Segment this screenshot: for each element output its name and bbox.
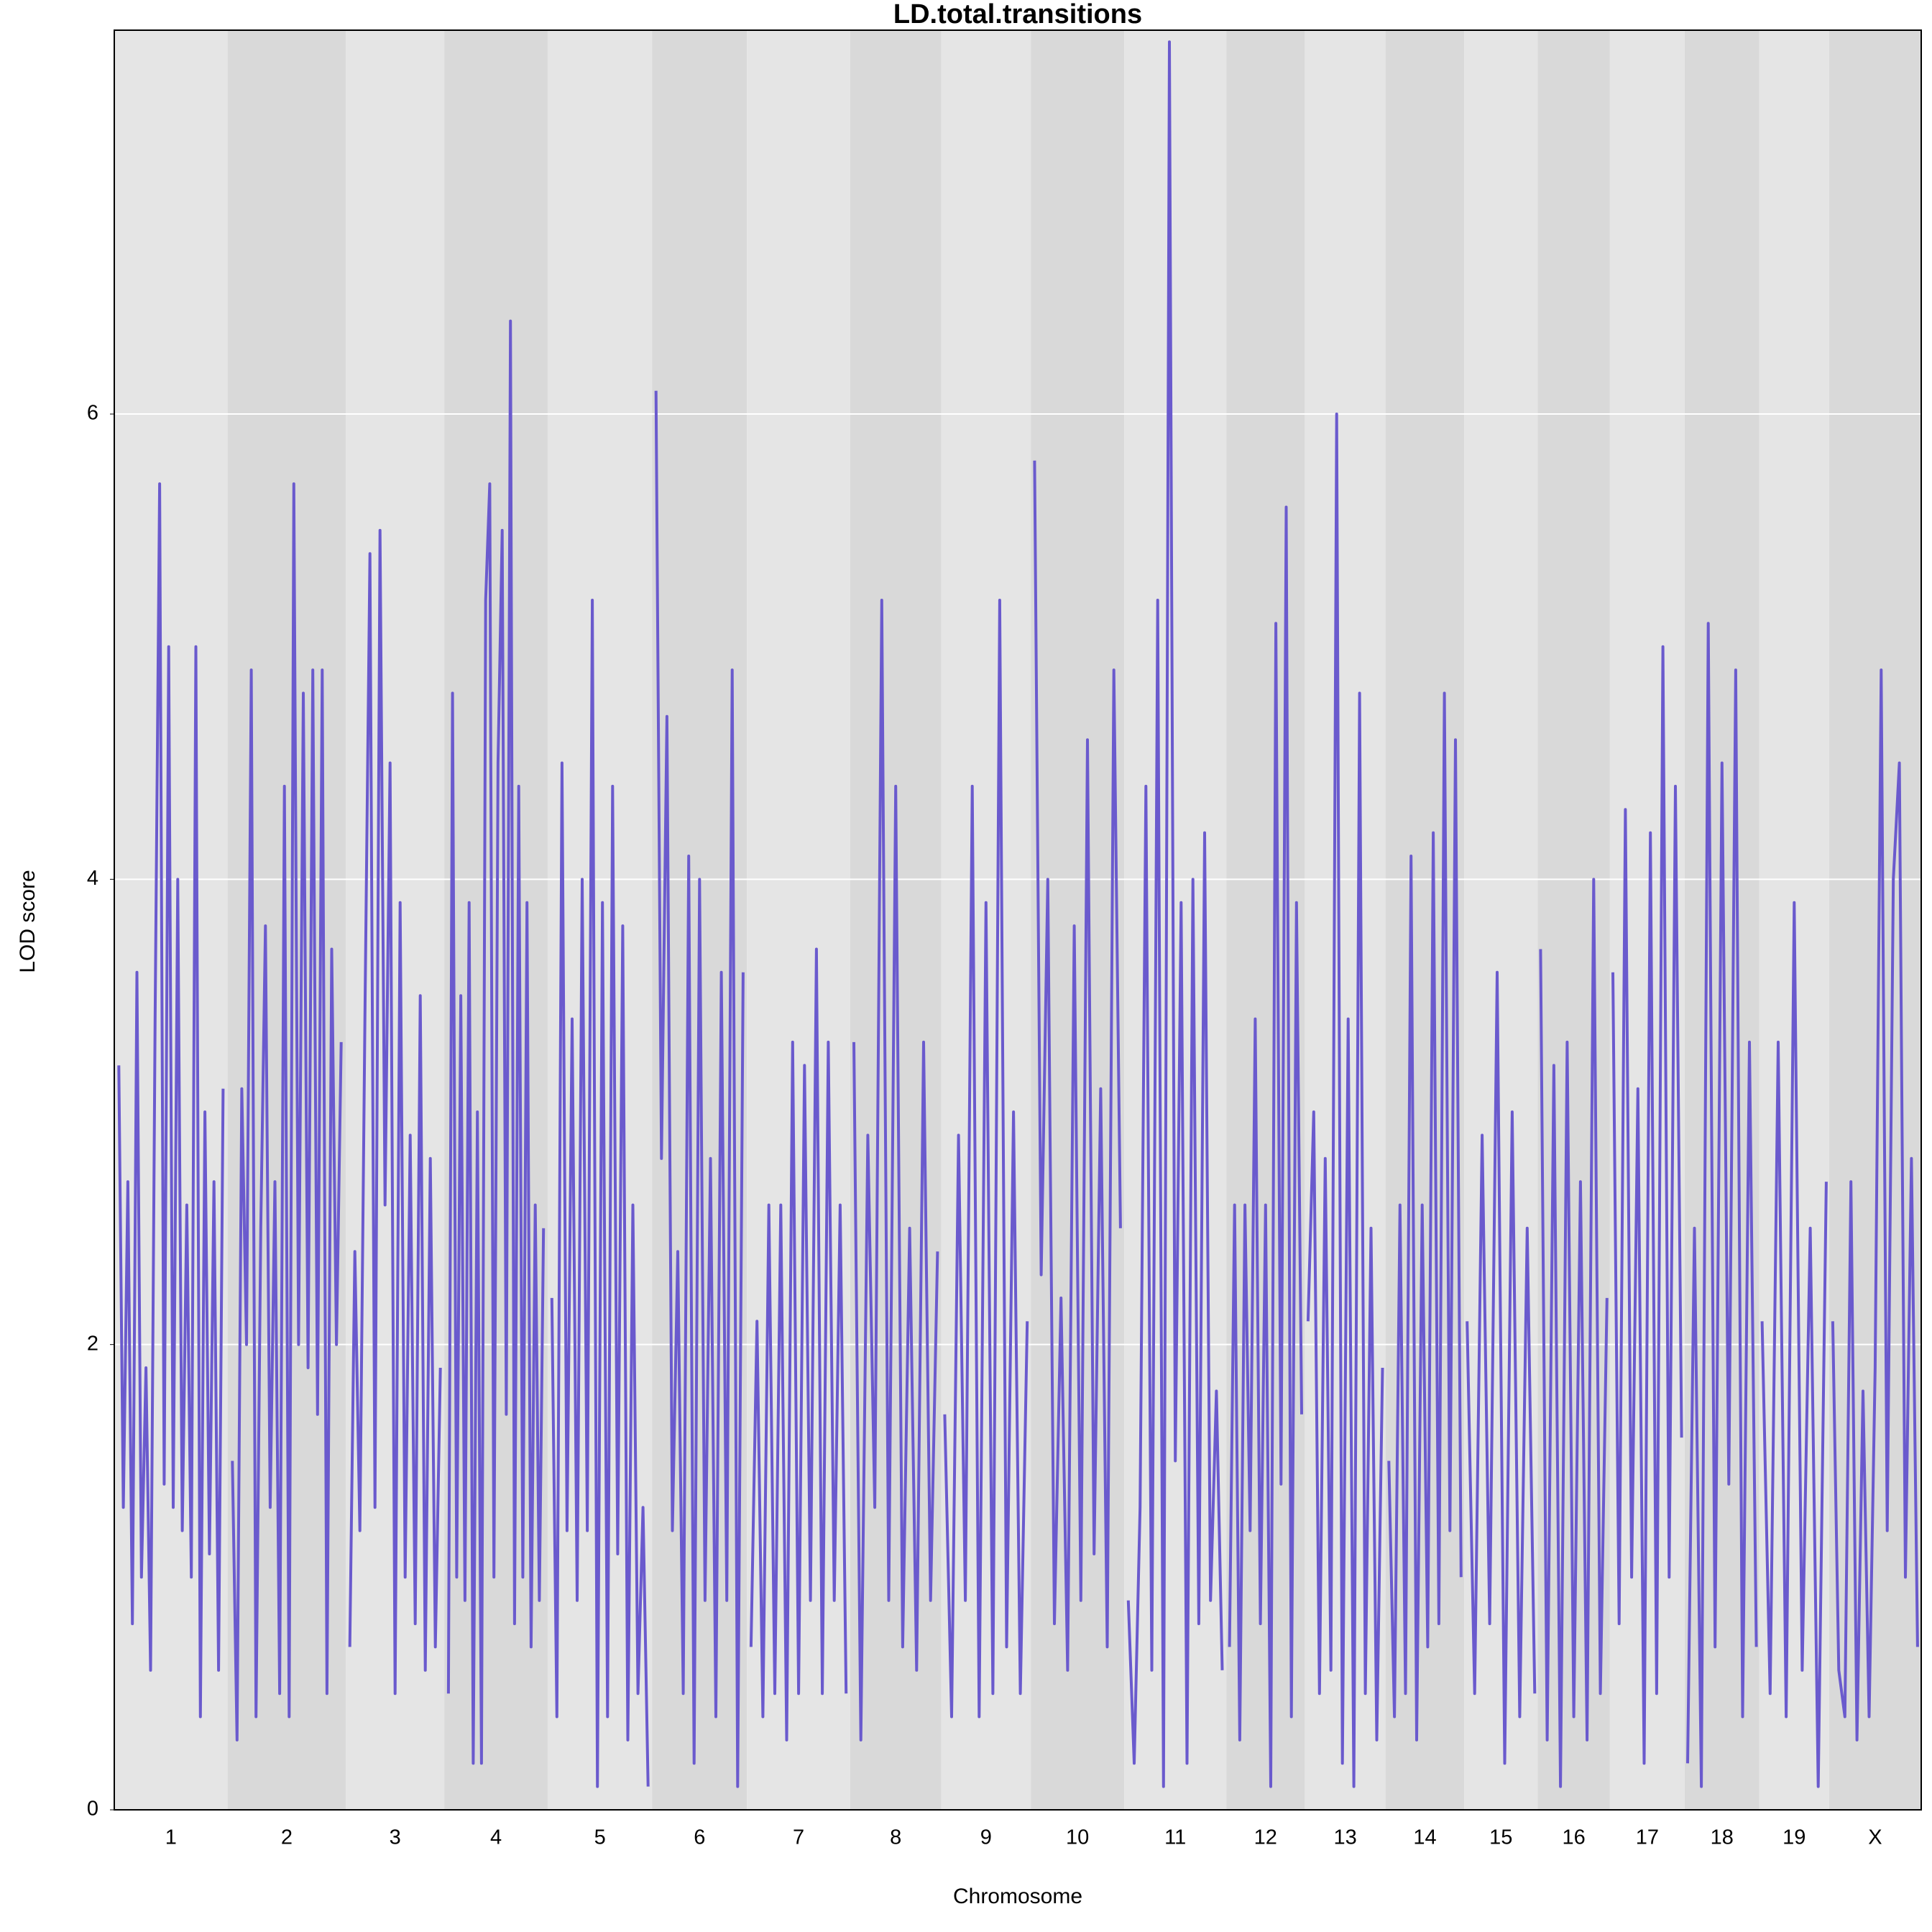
lod-line: [1831, 668, 1919, 1742]
chromosome-band: [1828, 30, 1921, 1810]
chart-title: LD.total.transitions: [893, 0, 1142, 29]
lod-line: [1760, 901, 1828, 1788]
x-tick-label: 1: [165, 1826, 177, 1849]
x-tick-label: 13: [1334, 1826, 1357, 1849]
lod-line: [117, 482, 225, 1719]
x-tick-label: 6: [694, 1826, 705, 1849]
lod-line: [943, 599, 1029, 1719]
x-tick-label: 10: [1066, 1826, 1089, 1849]
x-tick-label: 11: [1164, 1826, 1186, 1849]
x-axis-label: Chromosome: [953, 1885, 1082, 1908]
lod-line: [1228, 505, 1303, 1788]
lod-lines: [117, 40, 1919, 1788]
lod-line: [1539, 878, 1609, 1788]
x-tick-label: 9: [980, 1826, 992, 1849]
lod-line: [231, 482, 343, 1742]
x-tick-label: 7: [793, 1826, 804, 1849]
lod-line: [1306, 413, 1384, 1788]
x-tick-label: 4: [490, 1826, 502, 1849]
lod-line: [550, 599, 650, 1788]
chromosome-band: [1031, 30, 1125, 1810]
y-axis-label: LOD score: [16, 870, 40, 972]
x-tick-label: 18: [1711, 1826, 1734, 1849]
lod-line: [446, 319, 546, 1765]
x-tick-label: X: [1868, 1826, 1882, 1849]
y-tick-label: 2: [87, 1332, 98, 1355]
lod-line: [852, 599, 939, 1742]
lod-line: [749, 947, 848, 1742]
y-tick-label: 0: [87, 1798, 98, 1821]
lod-line: [1033, 460, 1122, 1672]
x-tick-label: 16: [1562, 1826, 1585, 1849]
x-tick-label: 17: [1636, 1826, 1659, 1849]
x-tick-label: 3: [390, 1826, 401, 1849]
x-tick-label: 8: [890, 1826, 901, 1849]
lod-line: [1387, 691, 1463, 1742]
lod-line: [1611, 645, 1683, 1765]
x-tick-label: 2: [281, 1826, 293, 1849]
chromosome-band: [1464, 30, 1538, 1810]
y-tick-label: 6: [87, 402, 98, 425]
x-tick-label: 15: [1489, 1826, 1512, 1849]
x-tick-label: 5: [594, 1826, 606, 1849]
lod-line: [348, 528, 442, 1696]
plot-border: [114, 29, 1922, 1811]
lod-line: [1686, 622, 1758, 1788]
y-tick-label: 4: [87, 867, 98, 890]
x-tick-label: 14: [1413, 1826, 1436, 1849]
lod-line: [1466, 970, 1537, 1765]
lod-line: [654, 390, 745, 1788]
x-tick-label: 12: [1254, 1826, 1277, 1849]
x-tick-label: 19: [1782, 1826, 1806, 1849]
lod-line: [1126, 40, 1224, 1788]
